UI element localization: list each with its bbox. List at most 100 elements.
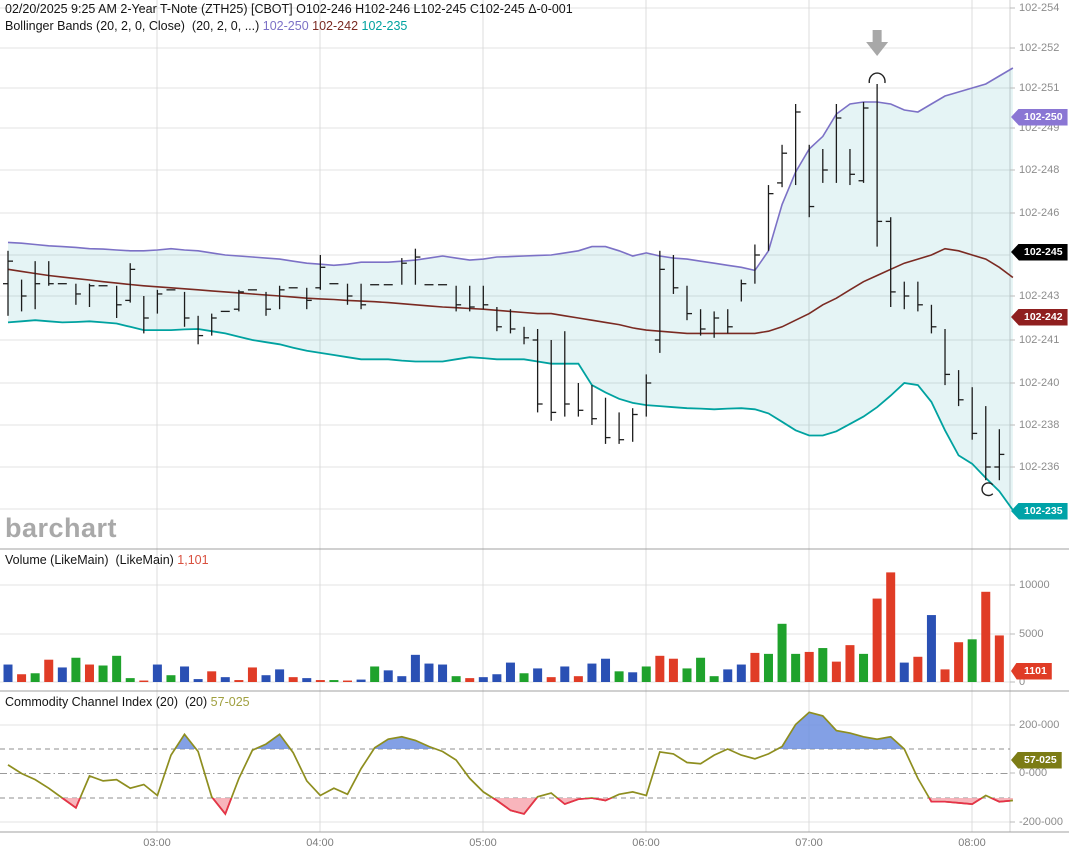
time-axis-label: 06:00 [632, 837, 660, 849]
volume-bar [872, 598, 882, 682]
volume-last-value: 1,101 [177, 553, 209, 567]
bollinger-upper-line [7, 67, 1014, 272]
ohlc-header-text: 02/20/2025 9:25 AM 2-Year T-Note (ZTH25)… [5, 2, 573, 16]
volume-bar [207, 671, 217, 682]
volume-bar [98, 665, 108, 682]
volume-bar [424, 663, 434, 682]
volume-bar [546, 677, 556, 682]
ohlc-header: 02/20/2025 9:25 AM 2-Year T-Note (ZTH25)… [5, 2, 573, 16]
down-arrow-icon [866, 30, 889, 56]
cci-overbought-fill [175, 734, 197, 749]
bollinger-upper-value: 102-250 [262, 19, 309, 33]
cci-axis-label: 0-000 [1019, 767, 1048, 779]
bollinger-lower-line [7, 319, 1014, 511]
volume-bar [614, 671, 624, 682]
volume-bar [112, 655, 122, 682]
volume-bar [560, 666, 570, 682]
volume-bar [655, 655, 665, 682]
bollinger-middle-value: 102-242 [312, 19, 359, 33]
price-axis-label: 102-248 [1019, 164, 1060, 176]
price-axis-label: 102-236 [1019, 461, 1060, 473]
volume-bar [696, 657, 706, 682]
volume-bar [30, 673, 40, 682]
volume-bar [17, 674, 27, 682]
volume-bar [125, 678, 135, 682]
volume-bar [166, 675, 176, 682]
price-axis-label: 102-240 [1019, 377, 1060, 389]
volume-bar [288, 677, 298, 682]
volume-bar [152, 664, 162, 682]
volume-bar [519, 673, 529, 682]
volume-bar [940, 669, 950, 682]
volume-bar [967, 639, 977, 682]
volume-legend-label: Volume (LikeMain) (LikeMain) [5, 553, 174, 567]
cci-oversold-fill [557, 798, 592, 805]
cci-last-value: 57-025 [210, 695, 250, 709]
volume-bar [478, 677, 488, 682]
volume-bar [777, 623, 787, 682]
price-value-badge: 102-242 [1011, 308, 1068, 326]
volume-bar [994, 635, 1004, 682]
barchart-watermark-logo: barchart [5, 513, 118, 543]
cci-value-badge: 57-025 [1011, 751, 1062, 769]
cci-axis-label: -200-000 [1019, 816, 1064, 828]
cci-line-oversold [60, 798, 1010, 816]
volume-bar [750, 652, 760, 682]
time-axis-label: 05:00 [469, 837, 497, 849]
time-axis-label: 07:00 [795, 837, 823, 849]
volume-bar [247, 667, 257, 682]
cci-legend: Commodity Channel Index (20) (20) 57-025 [5, 695, 250, 709]
time-axis-label: 08:00 [958, 837, 986, 849]
volume-bar [397, 676, 407, 682]
volume-bar [926, 615, 936, 682]
arc-marker-icon [981, 482, 994, 497]
volume-bar [438, 664, 448, 682]
volume-bar [913, 656, 923, 682]
volume-bar [859, 653, 869, 682]
volume-bar [818, 648, 828, 682]
volume-bar [954, 642, 964, 682]
cci-legend-label: Commodity Channel Index (20) (20) [5, 695, 208, 709]
volume-bar [587, 663, 597, 682]
volume-value-badge: 1101 [1011, 662, 1052, 680]
price-axis-label: 102-238 [1019, 419, 1060, 431]
volume-bar [791, 653, 801, 682]
price-axis-label: 102-243 [1019, 290, 1060, 302]
volume-legend: Volume (LikeMain) (LikeMain) 1,101 [5, 553, 209, 567]
volume-bar [668, 658, 678, 682]
volume-bar [329, 680, 339, 682]
volume-bar [899, 662, 909, 682]
volume-bar [831, 661, 841, 682]
volume-axis-label: 10000 [1019, 579, 1050, 591]
arc-marker-icon [868, 72, 886, 84]
volume-bar [451, 676, 461, 682]
volume-bar [641, 666, 651, 682]
volume-bar [601, 658, 611, 682]
volume-bar [71, 657, 81, 682]
volume-bar [981, 591, 991, 682]
time-axis-label: 03:00 [143, 837, 171, 849]
volume-axis-label: 0 [1019, 676, 1026, 688]
cci-oversold-fill [493, 798, 537, 814]
volume-bar [845, 645, 855, 682]
volume-bar [492, 674, 502, 682]
volume-bar [180, 666, 190, 682]
cci-axis-label: 200-000 [1019, 719, 1060, 731]
volume-bar [302, 678, 312, 682]
price-value-badge: 102-235 [1011, 502, 1068, 520]
volume-bar [736, 664, 746, 682]
volume-bar [709, 676, 719, 682]
volume-bar [44, 659, 54, 682]
volume-bar [763, 653, 773, 682]
volume-bar [804, 651, 814, 682]
volume-bar [886, 572, 896, 682]
volume-bar [533, 668, 543, 682]
volume-bar [383, 670, 393, 682]
volume-bar [682, 668, 692, 682]
volume-bar [573, 676, 583, 682]
price-axis-label: 102-246 [1019, 207, 1060, 219]
volume-bar [370, 666, 380, 682]
bollinger-lower-value: 102-235 [361, 19, 408, 33]
volume-bar [505, 662, 515, 682]
